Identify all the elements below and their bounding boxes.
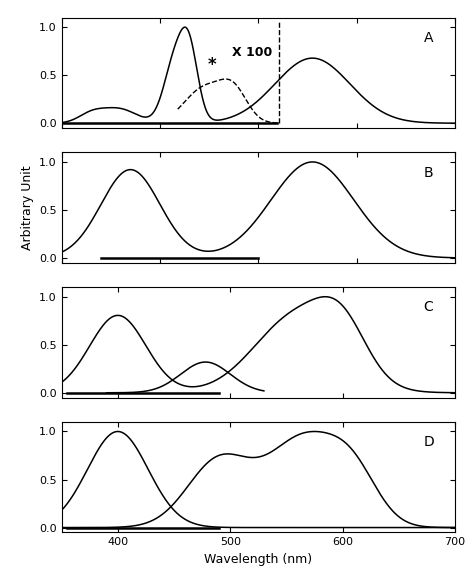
Text: X 100: X 100 <box>232 46 272 59</box>
Text: *: * <box>208 56 217 74</box>
Text: B: B <box>424 166 433 180</box>
Y-axis label: Arbitrary Unit: Arbitrary Unit <box>20 165 34 250</box>
Text: C: C <box>424 300 433 314</box>
Text: D: D <box>424 435 434 449</box>
X-axis label: Wavelength (nm): Wavelength (nm) <box>204 553 312 566</box>
Text: A: A <box>424 31 433 45</box>
